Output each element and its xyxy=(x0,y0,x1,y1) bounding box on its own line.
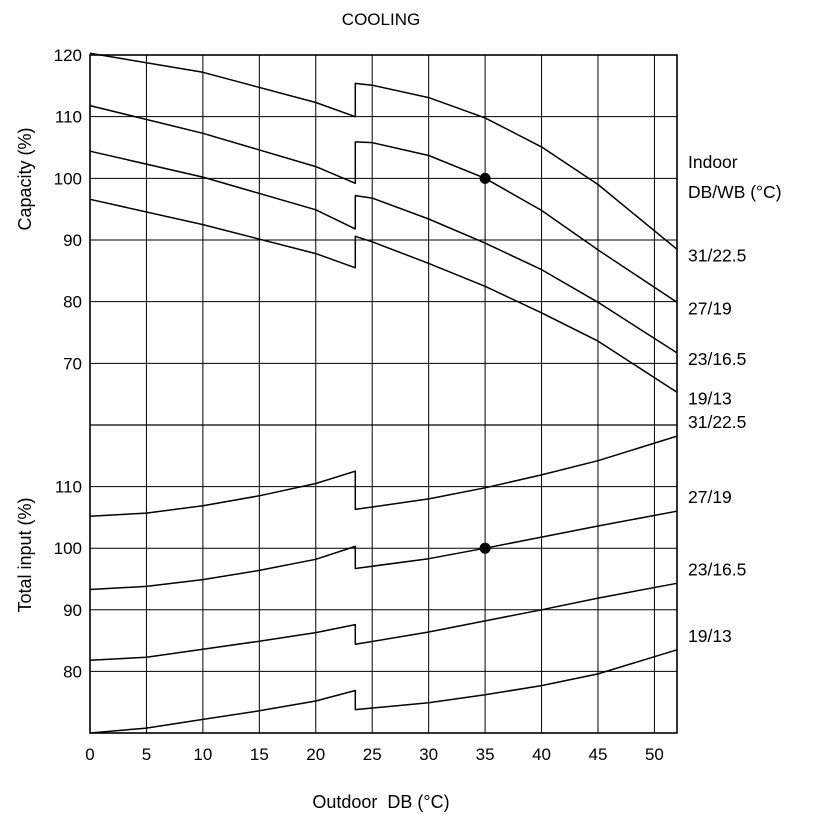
marked-point xyxy=(479,172,491,184)
curves xyxy=(89,52,678,734)
series-line xyxy=(89,104,678,303)
y-tick-label: 110 xyxy=(55,478,82,497)
legend-title-line-2: DB/WB (°C) xyxy=(688,182,782,202)
x-tick-label: 20 xyxy=(306,745,325,764)
x-tick-label: 0 xyxy=(85,745,94,764)
series-label: 27/19 xyxy=(688,487,732,507)
series-label: 23/16.5 xyxy=(688,559,746,579)
series-line xyxy=(89,510,678,591)
series-line xyxy=(89,198,678,393)
capacity-y-axis-label: Capacity (%) xyxy=(15,127,35,230)
series-label: 19/13 xyxy=(688,388,732,408)
y-tick-label: 90 xyxy=(63,231,82,250)
chart-title: COOLING xyxy=(342,10,420,29)
x-tick-labels: 0 5 10 15 20 25 30 35 40 45 50 xyxy=(85,745,664,764)
y-tick-label: 120 xyxy=(54,46,82,65)
x-tick-label: 25 xyxy=(363,745,382,764)
series-line xyxy=(89,435,678,517)
series-line xyxy=(89,150,678,354)
x-tick-label: 10 xyxy=(193,745,212,764)
series-labels: 31/22.5 27/19 23/16.5 19/13 31/22.5 27/19 23/1… xyxy=(688,245,746,646)
total-input-y-axis-label: Total input (%) xyxy=(15,497,35,612)
x-tick-label: 40 xyxy=(532,745,551,764)
series-label: 31/22.5 xyxy=(688,245,746,265)
marked-point xyxy=(479,542,491,554)
y-tick-label: 100 xyxy=(54,539,82,558)
x-tick-label: 30 xyxy=(419,745,438,764)
legend-title-line-1: Indoor xyxy=(688,152,738,172)
marked-points xyxy=(479,172,491,554)
series-label: 27/19 xyxy=(688,298,732,318)
x-tick-label: 35 xyxy=(476,745,495,764)
series-label: 19/13 xyxy=(688,626,732,646)
y-tick-label: 80 xyxy=(63,293,82,312)
series-line xyxy=(89,649,678,734)
y-tick-label: 80 xyxy=(63,662,82,681)
y-tick-label: 100 xyxy=(54,169,82,188)
x-tick-label: 15 xyxy=(250,745,269,764)
y-tick-label: 90 xyxy=(63,601,82,620)
x-axis-label: Outdoor DB (°C) xyxy=(312,792,449,812)
y-tick-labels: 70 80 90 100 110 120 80 90 100 110 xyxy=(54,46,82,681)
y-tick-label: 110 xyxy=(55,108,82,127)
series-label: 31/22.5 xyxy=(688,412,746,432)
x-tick-label: 50 xyxy=(645,745,664,764)
grid xyxy=(90,55,677,733)
series-line xyxy=(89,52,678,250)
series-label: 23/16.5 xyxy=(688,349,746,369)
series-line xyxy=(89,582,678,662)
x-tick-label: 5 xyxy=(142,745,151,764)
x-tick-label: 45 xyxy=(589,745,608,764)
y-tick-label: 70 xyxy=(63,354,82,373)
plot-frame xyxy=(89,54,678,734)
